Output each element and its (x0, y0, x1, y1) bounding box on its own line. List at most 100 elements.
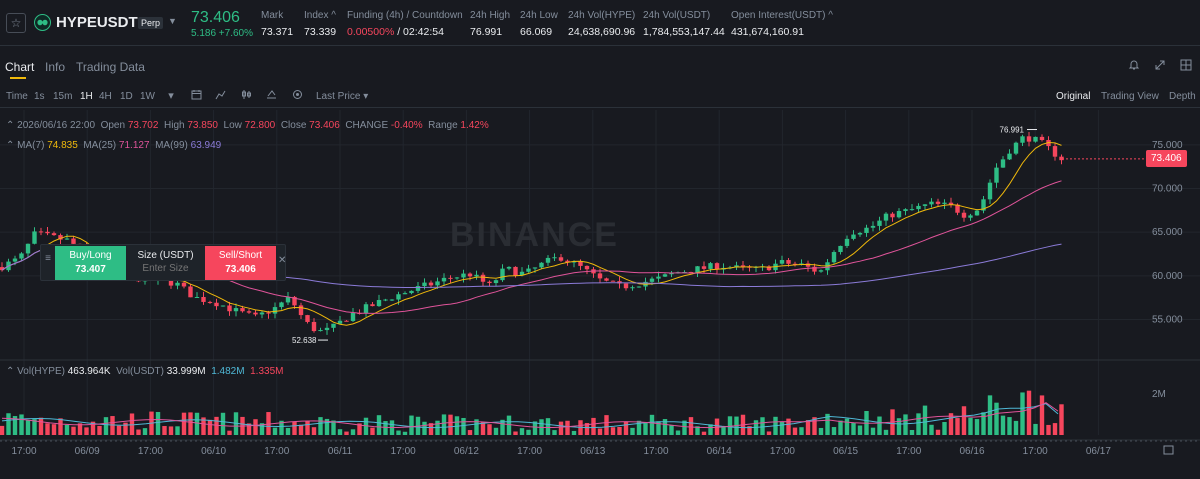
drag-handle-icon[interactable]: ≡ (45, 253, 51, 264)
interval-dropdown-icon[interactable]: ▾ (168, 90, 174, 102)
candle-body (19, 253, 24, 259)
view-depth[interactable]: Depth (1169, 91, 1196, 102)
view-original[interactable]: Original (1056, 91, 1091, 102)
candle-body (883, 213, 889, 221)
settings-toggle-icon: ⌃ (6, 120, 15, 131)
tab-chart[interactable]: Chart (5, 60, 35, 74)
interval-1d[interactable]: 1D (120, 91, 133, 102)
grid-layout-icon[interactable] (1178, 59, 1194, 75)
sell-short-button[interactable]: Sell/Short 73.406 (205, 246, 276, 280)
size-input[interactable] (130, 263, 201, 274)
view-trading-view[interactable]: Trading View (1101, 91, 1159, 102)
candle-body (519, 271, 525, 276)
volume-bar (84, 427, 89, 435)
volume-bar (467, 430, 473, 435)
volume-bar (1046, 424, 1051, 435)
interval-1w[interactable]: 1W (140, 91, 155, 102)
volume-bar (565, 420, 570, 435)
volume-bar (454, 416, 460, 435)
volume-bar (448, 414, 453, 435)
chart-area[interactable]: 75.000 70.000 65.000 60.000 55.000 2M 17:00 06/… (0, 110, 1200, 479)
candle-body (168, 279, 174, 286)
volume-bar (324, 418, 330, 435)
volume-bar (344, 431, 349, 435)
candle-body (916, 205, 921, 210)
candle-body (994, 167, 999, 183)
volume-bar (1007, 417, 1012, 435)
hype-logo (34, 14, 51, 31)
low-marker-label: 52.638 (292, 336, 317, 345)
volume-bar (909, 429, 915, 435)
volume-bar (896, 418, 902, 435)
drawing-tools-icon[interactable] (264, 89, 278, 103)
candle-body (981, 199, 986, 211)
candlestick-chart[interactable]: 75.000 70.000 65.000 60.000 55.000 2M 17:00 06/… (0, 110, 1200, 479)
candle-body (175, 282, 180, 286)
ma-legend: ⌃ MA(7) 74.835 MA(25) 71.127 MA(99) 63.9… (6, 140, 222, 151)
volume-bar (201, 417, 206, 435)
volume-bar (799, 427, 804, 435)
interval-15m[interactable]: 15m (53, 91, 73, 102)
volume-bar (870, 427, 876, 435)
size-field: Size (USDT) (126, 246, 205, 280)
price-type-dropdown[interactable]: Last Price ▾ (316, 91, 368, 102)
indicator-icon[interactable] (213, 89, 227, 103)
symbol-name[interactable]: HYPEUSDT (56, 14, 138, 31)
volume-bar (363, 417, 369, 435)
candle-body (38, 231, 44, 233)
bell-icon[interactable] (1126, 59, 1142, 75)
volume-bar (630, 427, 635, 435)
favorite-star-button[interactable]: ☆ (6, 13, 26, 33)
price-axis-label: 65.000 (1152, 227, 1183, 238)
close-icon[interactable]: ✕ (278, 255, 287, 266)
calendar-icon[interactable] (189, 89, 203, 103)
interval-1s[interactable]: 1s (34, 91, 45, 102)
volume-bar (214, 416, 219, 435)
volume-bar (110, 416, 115, 435)
candle-body (864, 227, 869, 233)
interval-1h[interactable]: 1H (80, 91, 93, 102)
time-axis-label: 17:00 (264, 446, 289, 457)
stat-24h-high: 24h High 76.991 (470, 10, 511, 38)
candle-body (51, 233, 57, 236)
volume-bar (305, 421, 310, 435)
candle-body (818, 270, 824, 272)
price-type-label: Last Price (316, 91, 361, 102)
interval-4h[interactable]: 4H (99, 91, 112, 102)
tab-info[interactable]: Info (45, 60, 66, 74)
candle-body (480, 274, 486, 282)
volume-bar (610, 427, 616, 435)
time-axis-label: 06/16 (959, 446, 984, 457)
expand-icon[interactable] (1152, 59, 1168, 75)
symbol-dropdown-icon[interactable]: ▼ (168, 16, 177, 26)
chart-type-icon[interactable] (239, 89, 253, 103)
volume-bar (350, 429, 356, 435)
candle-body (877, 220, 882, 226)
volume-bar (584, 423, 590, 435)
candle-body (831, 252, 837, 263)
volume-bar (0, 425, 5, 435)
volume-bar (45, 423, 50, 435)
tab-trading-data[interactable]: Trading Data (76, 60, 145, 74)
volume-bar (25, 420, 31, 435)
candle-body (656, 276, 661, 279)
candle-body (422, 282, 427, 287)
candle-body (240, 308, 245, 312)
settings-circle-icon[interactable] (290, 89, 304, 103)
stat-open-interest[interactable]: Open Interest(USDT) ^ 431,674,160.91 (731, 10, 833, 38)
volume-bar (370, 427, 375, 435)
volume-bar (818, 427, 824, 435)
candle-body (435, 281, 440, 286)
candle-body (987, 182, 993, 200)
candle-body (610, 280, 616, 282)
candle-body (331, 323, 336, 328)
volume-bar (422, 421, 427, 435)
stat-24h-low: 24h Low 66.069 (520, 10, 558, 38)
buy-long-button[interactable]: Buy/Long 73.407 (55, 246, 126, 280)
stat-index[interactable]: Index ^ 73.339 (304, 10, 337, 38)
time-axis-label: 06/17 (1086, 446, 1111, 457)
volume-bar (220, 412, 226, 435)
volume-bar (1039, 395, 1045, 435)
volume-bar (461, 417, 466, 435)
candle-body (792, 263, 798, 265)
